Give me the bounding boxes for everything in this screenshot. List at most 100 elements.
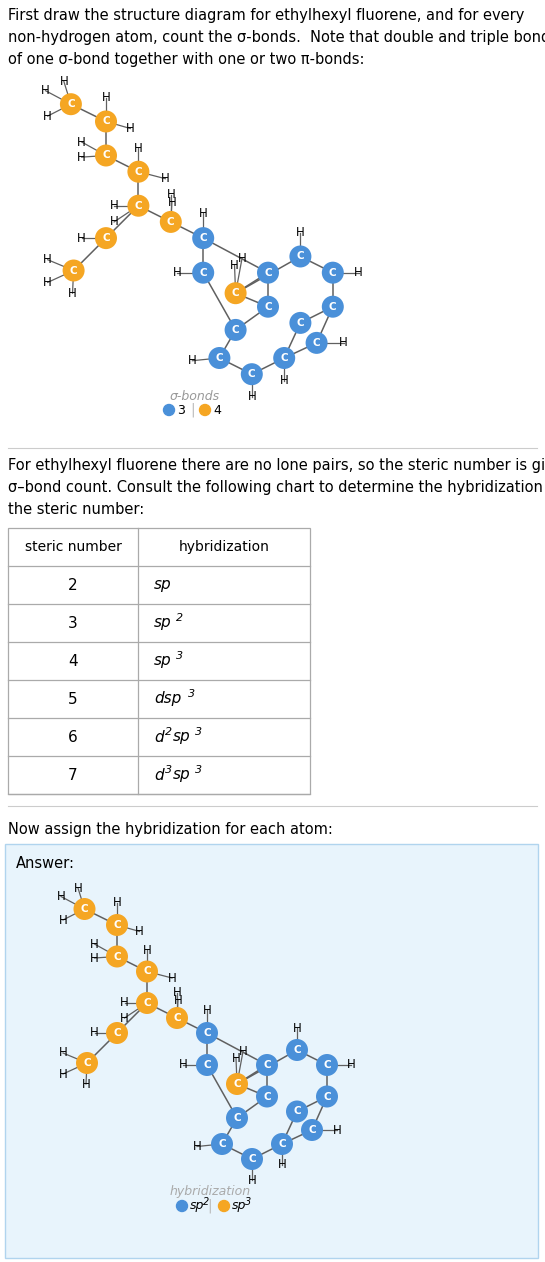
Text: H: H: [82, 1078, 90, 1090]
Text: C: C: [167, 217, 174, 227]
Text: dsp: dsp: [154, 692, 181, 707]
Circle shape: [316, 1085, 338, 1108]
Text: C: C: [143, 998, 151, 1008]
Text: sp: sp: [154, 578, 172, 592]
Text: C: C: [203, 1060, 211, 1070]
Text: H: H: [143, 944, 152, 957]
Circle shape: [286, 1039, 308, 1061]
Text: C: C: [102, 116, 110, 126]
Text: C: C: [233, 1079, 241, 1089]
Text: C: C: [203, 1029, 211, 1039]
Text: H: H: [59, 914, 68, 926]
Text: H: H: [43, 276, 52, 289]
Text: C: C: [323, 1060, 331, 1070]
Text: H: H: [332, 1123, 341, 1137]
Text: H: H: [188, 355, 197, 367]
Text: C: C: [218, 1140, 226, 1148]
FancyBboxPatch shape: [5, 844, 538, 1258]
Text: H: H: [74, 881, 82, 895]
Text: C: C: [199, 233, 207, 244]
Text: H: H: [293, 1021, 301, 1035]
Circle shape: [196, 1054, 218, 1076]
Text: H: H: [232, 1051, 240, 1065]
Text: 5: 5: [68, 692, 78, 707]
Text: C: C: [81, 904, 88, 914]
Circle shape: [106, 1022, 128, 1044]
Circle shape: [226, 1073, 248, 1095]
Text: C: C: [83, 1058, 91, 1068]
Text: H: H: [101, 91, 111, 105]
Text: hybridization: hybridization: [179, 540, 269, 554]
Text: sp: sp: [173, 729, 191, 745]
Circle shape: [95, 111, 117, 133]
Text: C: C: [329, 268, 337, 278]
Circle shape: [225, 283, 246, 304]
Text: H: H: [179, 1059, 187, 1071]
Text: sp: sp: [232, 1199, 246, 1213]
Text: H: H: [68, 286, 77, 299]
Circle shape: [128, 160, 149, 183]
Circle shape: [199, 405, 210, 415]
Text: H: H: [168, 972, 177, 984]
Text: H: H: [57, 890, 65, 904]
Text: H: H: [296, 226, 305, 240]
Circle shape: [166, 1007, 188, 1029]
Text: steric number: steric number: [25, 540, 122, 554]
Text: H: H: [110, 216, 118, 228]
Text: sp: sp: [190, 1199, 204, 1213]
Text: H: H: [59, 74, 68, 88]
Text: H: H: [77, 135, 86, 149]
Circle shape: [241, 1148, 263, 1170]
Text: H: H: [203, 1003, 211, 1016]
Text: C: C: [248, 1153, 256, 1164]
Circle shape: [256, 1054, 278, 1076]
Text: H: H: [238, 251, 246, 265]
Text: C: C: [278, 1140, 286, 1148]
Text: H: H: [174, 993, 183, 1007]
Text: H: H: [230, 259, 239, 271]
Text: C: C: [135, 167, 142, 177]
Text: H: H: [90, 952, 99, 964]
Circle shape: [301, 1119, 323, 1141]
Text: H: H: [173, 266, 181, 279]
Text: Answer:: Answer:: [16, 856, 75, 871]
Circle shape: [257, 295, 279, 318]
Circle shape: [136, 992, 158, 1013]
Text: H: H: [167, 196, 176, 209]
Circle shape: [225, 319, 246, 341]
Circle shape: [286, 1100, 308, 1122]
Text: H: H: [59, 1046, 68, 1060]
Text: C: C: [102, 150, 110, 160]
Text: H: H: [192, 1140, 201, 1153]
Text: H: H: [77, 232, 86, 245]
Text: |: |: [191, 403, 195, 418]
Circle shape: [196, 1022, 218, 1044]
Text: Now assign the hybridization for each atom:: Now assign the hybridization for each at…: [8, 822, 333, 837]
Text: 3: 3: [68, 616, 78, 631]
Text: H: H: [173, 987, 181, 1000]
Text: σ-bonds: σ-bonds: [170, 390, 220, 403]
Circle shape: [192, 227, 214, 249]
Text: C: C: [113, 952, 121, 962]
Text: 3: 3: [245, 1196, 251, 1206]
Circle shape: [316, 1054, 338, 1076]
Text: 3: 3: [176, 651, 183, 661]
Text: H: H: [113, 896, 122, 910]
Circle shape: [192, 261, 214, 284]
Text: C: C: [173, 1013, 181, 1023]
Text: H: H: [120, 997, 129, 1010]
Text: H: H: [90, 938, 99, 950]
Circle shape: [273, 347, 295, 369]
Circle shape: [128, 194, 149, 217]
Text: sp: sp: [154, 616, 172, 631]
Text: C: C: [199, 268, 207, 278]
Text: C: C: [135, 201, 142, 211]
Text: C: C: [293, 1045, 301, 1055]
Text: For ethylhexyl fluorene there are no lone pairs, so the steric number is given b: For ethylhexyl fluorene there are no lon…: [8, 458, 545, 517]
Text: hybridization: hybridization: [169, 1185, 251, 1199]
Text: H: H: [354, 266, 363, 279]
Text: H: H: [239, 1045, 247, 1058]
Text: C: C: [248, 370, 256, 379]
Text: H: H: [126, 122, 135, 135]
Text: 3: 3: [195, 765, 202, 775]
